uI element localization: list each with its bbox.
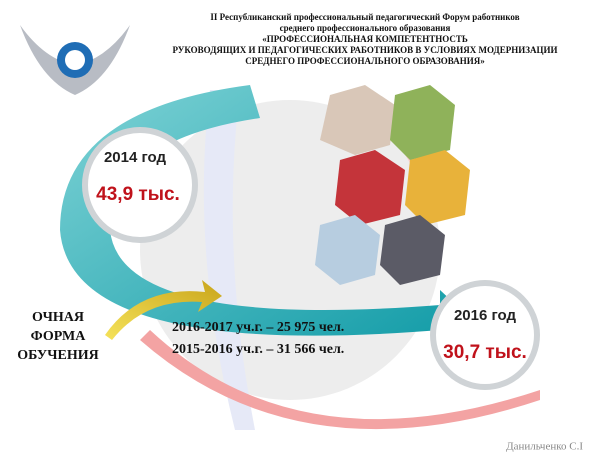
slide: II Республиканский профессиональный педа… — [0, 0, 593, 457]
callout-value: 43,9 тыс. — [96, 184, 180, 205]
emblem — [20, 25, 130, 95]
header-line: среднего профессионального образования — [280, 23, 451, 33]
header-line: II Республиканский профессиональный педа… — [210, 12, 519, 22]
stat-line: 2015-2016 уч.г. – 31 566 чел. — [172, 342, 344, 357]
callout-year: 2016 год — [454, 307, 517, 324]
header-line: СРЕДНЕГО ПРОФЕССИОНАЛЬНОГО ОБРАЗОВАНИЯ» — [245, 56, 485, 66]
header-line: «ПРОФЕССИОНАЛЬНАЯ КОМПЕТЕНТНОСТЬ — [262, 34, 468, 44]
study-form-label: ФОРМА — [31, 329, 87, 344]
study-form-label: ОЧНАЯ — [32, 310, 84, 325]
study-form-label: ОБУЧЕНИЯ — [17, 348, 98, 363]
photo-collage — [315, 85, 470, 285]
header: II Республиканский профессиональный педа… — [173, 12, 558, 66]
callout-value: 30,7 тыс. — [443, 342, 527, 363]
callout-circle — [433, 283, 537, 387]
callout-year: 2014 год — [104, 149, 167, 166]
stat-line: 2016-2017 уч.г. – 25 975 чел. — [172, 320, 344, 335]
header-line: РУКОВОДЯЩИХ И ПЕДАГОГИЧЕСКИХ РАБОТНИКОВ … — [173, 45, 558, 55]
author: Данильченко С.I — [506, 441, 583, 453]
